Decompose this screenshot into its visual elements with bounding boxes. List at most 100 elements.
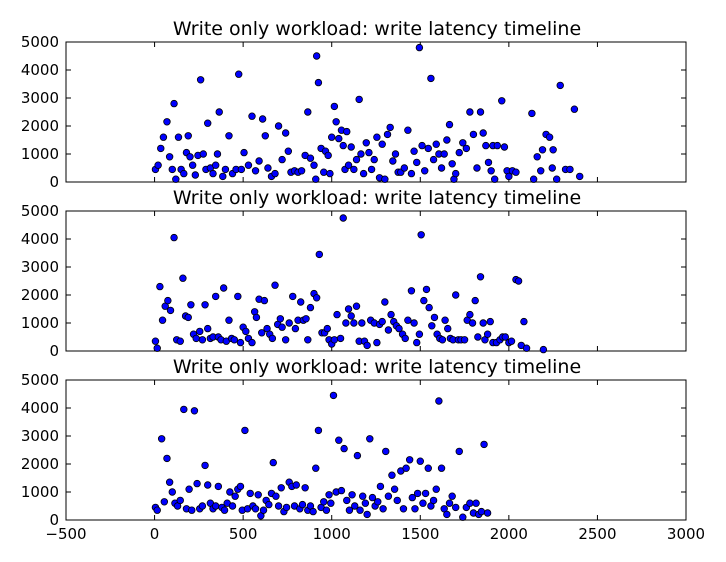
- data-point: [255, 157, 263, 165]
- data-point: [258, 115, 267, 123]
- data-point: [468, 319, 477, 327]
- subplot-bottom-title: Write only workload: write latency timel…: [173, 356, 581, 378]
- data-point: [264, 164, 272, 172]
- data-point: [259, 506, 268, 514]
- data-point: [187, 301, 195, 309]
- data-point: [350, 165, 358, 174]
- data-point: [192, 334, 200, 343]
- data-point: [358, 319, 366, 327]
- x-tick-label: 2500: [578, 525, 616, 543]
- data-point: [443, 510, 451, 519]
- plot-frame: [65, 379, 687, 521]
- data-point: [219, 284, 228, 292]
- y-tick-label: 2000: [21, 286, 59, 304]
- data-point: [366, 435, 374, 443]
- data-point: [285, 319, 293, 327]
- data-point: [309, 507, 317, 516]
- data-point: [339, 141, 347, 150]
- data-point: [252, 313, 261, 322]
- y-tick-label: 3000: [21, 258, 59, 276]
- data-point: [271, 281, 279, 289]
- data-point: [376, 482, 385, 491]
- data-point: [373, 133, 381, 141]
- x-tick-label: 2000: [490, 525, 528, 543]
- data-point: [413, 489, 422, 498]
- x-tick-label: 500: [229, 525, 258, 543]
- data-point: [357, 150, 365, 158]
- data-point: [326, 169, 334, 178]
- data-point: [172, 175, 180, 183]
- data-point: [432, 485, 440, 493]
- data-point: [416, 457, 424, 465]
- data-point: [196, 327, 204, 336]
- data-point: [320, 498, 328, 506]
- data-point: [484, 158, 493, 167]
- data-point: [448, 492, 456, 500]
- data-point: [355, 95, 363, 104]
- data-point: [282, 503, 291, 512]
- data-point: [164, 296, 172, 305]
- data-point: [361, 499, 370, 507]
- data-point: [201, 461, 209, 470]
- data-point: [367, 165, 376, 174]
- data-point: [190, 407, 199, 415]
- y-tick-label: 1000: [21, 483, 59, 501]
- data-point: [512, 168, 520, 176]
- data-point: [455, 447, 463, 456]
- data-point: [424, 464, 432, 472]
- data-point: [271, 169, 279, 178]
- data-point: [404, 316, 412, 324]
- data-point: [429, 496, 438, 505]
- data-point: [365, 148, 373, 157]
- data-point: [448, 160, 456, 168]
- y-tick-label: 4000: [21, 61, 59, 79]
- data-point: [407, 287, 416, 295]
- data-point: [455, 148, 463, 157]
- data-point: [476, 273, 485, 281]
- data-point: [429, 155, 438, 164]
- data-point: [320, 168, 328, 176]
- data-point: [379, 505, 387, 513]
- data-point: [186, 153, 194, 161]
- data-point: [437, 464, 446, 472]
- data-point: [180, 405, 188, 414]
- data-point: [165, 478, 174, 486]
- data-point: [382, 447, 390, 456]
- data-point: [154, 161, 162, 169]
- data-point: [315, 250, 324, 259]
- data-point: [261, 132, 269, 140]
- data-point: [390, 485, 399, 493]
- data-point: [452, 503, 460, 512]
- data-point: [170, 233, 178, 242]
- data-point: [402, 464, 410, 472]
- data-point: [387, 310, 395, 319]
- data-point: [323, 324, 331, 333]
- data-point: [347, 143, 355, 151]
- y-tick-label: 3000: [21, 89, 59, 107]
- data-point: [184, 313, 192, 322]
- data-point: [362, 139, 370, 147]
- data-point: [276, 315, 285, 323]
- data-point: [329, 391, 338, 400]
- y-tick-label: 0: [49, 342, 59, 360]
- data-point: [400, 164, 409, 172]
- data-point: [157, 144, 165, 153]
- data-point: [345, 506, 354, 514]
- data-point: [437, 164, 446, 172]
- data-point: [537, 167, 545, 175]
- data-point: [198, 336, 207, 344]
- data-point: [486, 317, 494, 326]
- subplot-top: Write only workload: write latency timel…: [21, 18, 687, 191]
- data-point: [359, 492, 367, 500]
- data-point: [479, 319, 487, 327]
- data-point: [424, 144, 432, 153]
- data-point: [466, 108, 474, 116]
- data-point: [381, 175, 389, 183]
- data-point: [314, 426, 323, 435]
- data-point: [306, 154, 315, 162]
- data-point: [479, 129, 487, 137]
- data-point: [344, 161, 353, 169]
- data-point: [199, 150, 207, 158]
- data-point: [460, 336, 469, 344]
